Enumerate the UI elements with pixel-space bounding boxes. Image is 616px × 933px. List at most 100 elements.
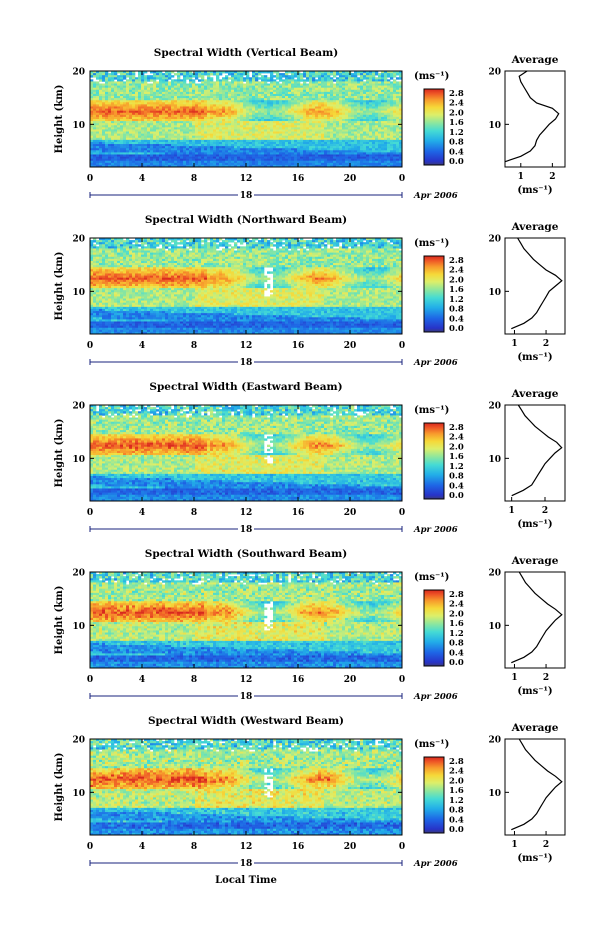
x-tick-label: 0 [399, 174, 405, 184]
profile-y-tick-label: 20 [488, 736, 501, 746]
day-label: 18 [240, 525, 253, 535]
x-tick-label: 8 [191, 341, 197, 351]
colorbar [424, 256, 444, 332]
x-tick-label: 20 [344, 174, 357, 184]
day-label: 18 [240, 692, 253, 702]
colorbar-tick-label: 2.0 [449, 776, 464, 786]
y-tick-label: 10 [72, 622, 85, 632]
panel-title: Spectral Width (Eastward Beam) [149, 381, 342, 393]
x-tick-label: 0 [87, 842, 93, 852]
x-tick-label: 20 [344, 842, 357, 852]
y-tick-label: 10 [72, 455, 85, 465]
colorbar-unit: (ms⁻¹) [414, 71, 449, 82]
colorbar-tick-label: 0.0 [449, 157, 464, 167]
heatmap [90, 405, 402, 501]
day-label: 18 [240, 358, 253, 368]
y-tick-label: 10 [72, 121, 85, 131]
colorbar-tick-label: 0.4 [449, 481, 464, 491]
panel-2: Spectral Width (Northward Beam)2010Heigh… [54, 214, 565, 368]
x-tick-label: 8 [191, 508, 197, 518]
colorbar-tick-label: 1.2 [449, 462, 464, 472]
colorbar-tick-label: 2.8 [449, 423, 464, 433]
date-label: Apr 2006 [413, 525, 458, 535]
colorbar-tick-label: 2.8 [449, 256, 464, 266]
colorbar-tick-label: 2.4 [449, 99, 464, 109]
colorbar-tick-label: 2.0 [449, 442, 464, 452]
profile-x-tick-label: 2 [543, 673, 549, 683]
heatmap [90, 238, 402, 334]
profile-x-tick-label: 1 [511, 840, 517, 850]
panel-4: Spectral Width (Southward Beam) 2 0 10 Heigh… [54, 548, 565, 702]
profile-title: Average [511, 221, 559, 233]
colorbar-tick-label: 0.4 [449, 314, 464, 324]
heatmap [90, 739, 402, 835]
x-axis-label: Local Time [215, 875, 277, 886]
profile-title: Average [511, 388, 559, 400]
x-tick-label: 0 [87, 174, 93, 184]
colorbar-unit: (ms⁻¹) [414, 238, 449, 249]
colorbar-tick-label: 0.4 [449, 815, 464, 825]
colorbar-tick-label: 2.4 [449, 600, 464, 610]
profile-x-tick-label: 1 [518, 172, 524, 182]
profile-y-tick-label: 20 [488, 235, 501, 245]
x-tick-label: 8 [191, 675, 197, 685]
colorbar-tick-label: 0.8 [449, 305, 464, 315]
y-axis-label: Height (km) [54, 753, 65, 822]
colorbar-tick-label: 2.8 [449, 757, 464, 767]
x-tick-label: 16 [292, 842, 305, 852]
heatmap [90, 572, 402, 668]
day-label: 18 [240, 859, 253, 869]
x-tick-label: 20 [344, 508, 357, 518]
y-axis-label: Height (km) [54, 419, 65, 488]
x-tick-label: 0 [399, 508, 405, 518]
profile-x-label: (ms⁻¹) [517, 352, 552, 363]
heatmap [90, 71, 402, 167]
panel-title: Spectral Width (Northward Beam) [145, 214, 347, 226]
profile-y-tick-label: 20 [488, 68, 501, 78]
panel-5: Spectral Width (Westward Beam)2010Height… [54, 715, 565, 886]
x-tick-label: 0 [399, 842, 405, 852]
x-tick-label: 8 [191, 842, 197, 852]
profile-x-tick-label: 2 [542, 506, 548, 516]
x-tick-label: 0 [87, 675, 93, 685]
x-tick-label: 4 [139, 508, 145, 518]
colorbar-tick-label: 0.4 [449, 147, 464, 157]
y-tick-label: 10 [72, 789, 85, 799]
colorbar-tick-label: 2.4 [449, 767, 464, 777]
colorbar-tick-label: 0.8 [449, 806, 464, 816]
colorbar-tick-label: 0.8 [449, 138, 464, 148]
date-label: Apr 2006 [413, 358, 458, 368]
profile-x-tick-label: 2 [543, 339, 549, 349]
colorbar-unit: (ms⁻¹) [414, 739, 449, 750]
colorbar-tick-label: 0.4 [449, 648, 464, 658]
profile-y-tick-label: 10 [488, 622, 501, 632]
colorbar-tick-label: 0.0 [449, 825, 464, 835]
x-tick-label: 0 [87, 508, 93, 518]
panel-1: Spectral Width (Vertical Beam)2010Height… [54, 47, 565, 201]
y-axis-label: Height (km) [54, 85, 65, 154]
panel-title: Spectral Width (Southward Beam) [145, 548, 347, 560]
colorbar-tick-label: 1.2 [449, 128, 464, 138]
colorbar-tick-label: 0.8 [449, 639, 464, 649]
colorbar [424, 423, 444, 499]
colorbar-tick-label: 2.8 [449, 590, 464, 600]
y-axis-label: Height (km) [54, 586, 65, 655]
colorbar-tick-label: 2.0 [449, 108, 464, 118]
y-axis-label: Height (km) [54, 252, 65, 321]
profile-x-label: (ms⁻¹) [517, 185, 552, 196]
colorbar-tick-label: 0.8 [449, 472, 464, 482]
day-label: 18 [240, 191, 253, 201]
y-tick-label: 20 [72, 68, 85, 78]
x-tick-label: 20 [344, 341, 357, 351]
colorbar-tick-label: 2.4 [449, 266, 464, 276]
profile-title: Average [511, 54, 559, 66]
profile-x-tick-label: 2 [549, 172, 555, 182]
colorbar-tick-label: 2.0 [449, 609, 464, 619]
colorbar-tick-label: 2.8 [449, 89, 464, 99]
x-tick-label: 16 [292, 508, 305, 518]
profile-frame [505, 405, 565, 501]
x-tick-label: 12 [240, 508, 253, 518]
colorbar-tick-label: 1.6 [449, 118, 464, 128]
profile-title: Average [511, 555, 559, 567]
